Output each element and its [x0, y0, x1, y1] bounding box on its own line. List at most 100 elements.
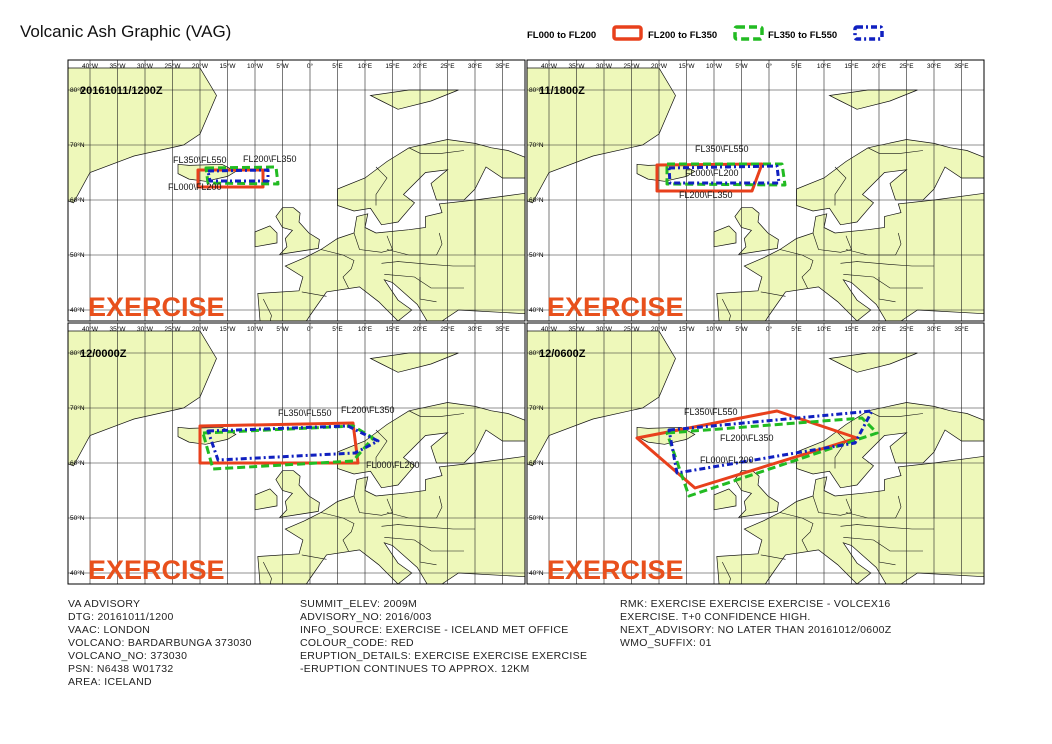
lat-label: 80°N — [70, 86, 85, 94]
lat-label: 50°N — [70, 514, 85, 522]
lon-label: 10°E — [358, 325, 373, 333]
lat-label: 40°N — [70, 306, 85, 314]
lon-label: 10°W — [247, 62, 264, 70]
ash-area — [665, 416, 879, 498]
lon-label: 30°E — [927, 325, 942, 333]
legend-label: FL350 to FL550 — [768, 30, 837, 41]
lon-label: 30°W — [596, 325, 613, 333]
lon-label: 15°W — [220, 325, 237, 333]
panel-border — [67, 59, 526, 322]
ash-label: FL350\FL550 — [695, 144, 749, 154]
lon-label: 20°W — [192, 325, 209, 333]
lon-label: 0° — [307, 325, 314, 333]
map-panel: 40°W 35°W 30°W 25°W 20°W 15°W 10°W 5°W 0° 5°E 10°E… — [526, 322, 985, 585]
lat-label: 70°N — [70, 404, 85, 412]
lon-label: 35°W — [569, 62, 586, 70]
advisory-line: VAAC: LONDON — [68, 624, 150, 636]
lon-label: 15°E — [844, 325, 859, 333]
lon-label: 20°E — [413, 62, 428, 70]
advisory-line: AREA: ICELAND — [68, 676, 152, 688]
lon-label: 40°W — [82, 62, 99, 70]
ash-area — [206, 424, 380, 462]
lon-label: 25°W — [624, 325, 641, 333]
advisory-line: VOLCANO: BARDARBUNGA 373030 — [68, 637, 252, 649]
border — [722, 298, 731, 321]
lon-label: 10°E — [358, 62, 373, 70]
ash-label: FL200\FL350 — [341, 405, 395, 415]
land — [796, 139, 984, 226]
lon-label: 15°W — [220, 62, 237, 70]
ash-area — [667, 409, 874, 475]
lon-label: 15°E — [385, 325, 400, 333]
advisory-line: NEXT_ADVISORY: NO LATER THAN 20161012/06… — [620, 624, 892, 636]
border — [301, 291, 327, 297]
lon-label: 25°W — [624, 62, 641, 70]
advisory-line: ERUPTION_DETAILS: EXERCISE EXERCISE EXER… — [300, 650, 587, 662]
map-panel: 40°W 35°W 30°W 25°W 20°W 15°W 10°W 5°W 0° 5°E 10°E… — [67, 322, 526, 585]
ash-label: FL200\FL350 — [679, 190, 733, 200]
lon-label: 0° — [766, 325, 773, 333]
lat-label: 60°N — [529, 459, 544, 467]
border — [722, 561, 731, 584]
border — [263, 298, 272, 321]
legend-label: FL000 to FL200 — [527, 30, 596, 41]
advisory-line: INFO_SOURCE: EXERCISE - ICELAND MET OFFI… — [300, 624, 569, 636]
title: Volcanic Ash Graphic (VAG) — [20, 22, 231, 41]
lon-label: 5°W — [276, 325, 289, 333]
lon-label: 10°W — [706, 325, 723, 333]
panel-border — [526, 59, 985, 322]
watermark: EXERCISE — [547, 292, 684, 322]
lat-label: 40°N — [529, 306, 544, 314]
advisory-line: RMK: EXERCISE EXERCISE EXERCISE - VOLCEX… — [620, 598, 891, 610]
lat-label: 60°N — [529, 196, 544, 204]
lon-label: 0° — [766, 62, 773, 70]
watermark: EXERCISE — [88, 555, 225, 585]
panel-border — [67, 322, 526, 585]
lon-label: 10°W — [706, 62, 723, 70]
lon-label: 5°W — [276, 62, 289, 70]
lon-label: 35°E — [495, 62, 510, 70]
advisory-line: PSN: N6438 W01732 — [68, 663, 174, 675]
border — [320, 512, 355, 552]
border — [301, 554, 327, 560]
lat-label: 50°N — [529, 251, 544, 259]
lon-label: 30°E — [468, 62, 483, 70]
border — [263, 561, 272, 584]
map-panel: 40°W 35°W 30°W 25°W 20°W 15°W 10°W 5°W 0° 5°E 10°E… — [526, 59, 985, 322]
lon-label: 10°E — [817, 325, 832, 333]
lon-label: 5°E — [791, 62, 802, 70]
ash-area — [198, 421, 360, 465]
lon-label: 20°W — [192, 62, 209, 70]
lon-label: 15°E — [385, 62, 400, 70]
border — [760, 554, 786, 560]
lon-label: 25°E — [899, 62, 914, 70]
land — [337, 402, 525, 489]
lon-label: 25°E — [899, 325, 914, 333]
ash-label: FL350\FL550 — [173, 155, 227, 165]
map-content: 40°W 35°W 30°W 25°W 20°W 15°W 10°W 5°W 0° 5°E 10°E… — [527, 60, 984, 322]
lat-label: 40°N — [70, 569, 85, 577]
map-panel: 40°W 35°W 30°W 25°W 20°W 15°W 10°W 5°W 0° 5°E 10°E… — [67, 59, 526, 322]
lon-label: 15°W — [679, 62, 696, 70]
lon-label: 0° — [307, 62, 314, 70]
lon-label: 35°W — [569, 325, 586, 333]
lon-label: 30°E — [468, 325, 483, 333]
lon-label: 25°E — [440, 62, 455, 70]
land — [734, 207, 779, 255]
border — [779, 512, 814, 552]
lon-label: 15°E — [844, 62, 859, 70]
lat-label: 60°N — [70, 196, 85, 204]
border — [779, 249, 814, 289]
lon-label: 40°W — [541, 325, 558, 333]
lat-label: 80°N — [70, 349, 85, 357]
advisory-line: COLOUR_CODE: RED — [300, 637, 414, 649]
panel-time: 11/1800Z — [539, 85, 585, 97]
land — [796, 402, 984, 489]
ash-label: FL000\FL200 — [685, 168, 739, 178]
border — [320, 249, 355, 289]
map-content: 40°W 35°W 30°W 25°W 20°W 15°W 10°W 5°W 0° 5°E 10°E… — [527, 323, 984, 584]
border — [353, 495, 393, 516]
border — [812, 495, 852, 516]
lon-label: 15°W — [679, 325, 696, 333]
